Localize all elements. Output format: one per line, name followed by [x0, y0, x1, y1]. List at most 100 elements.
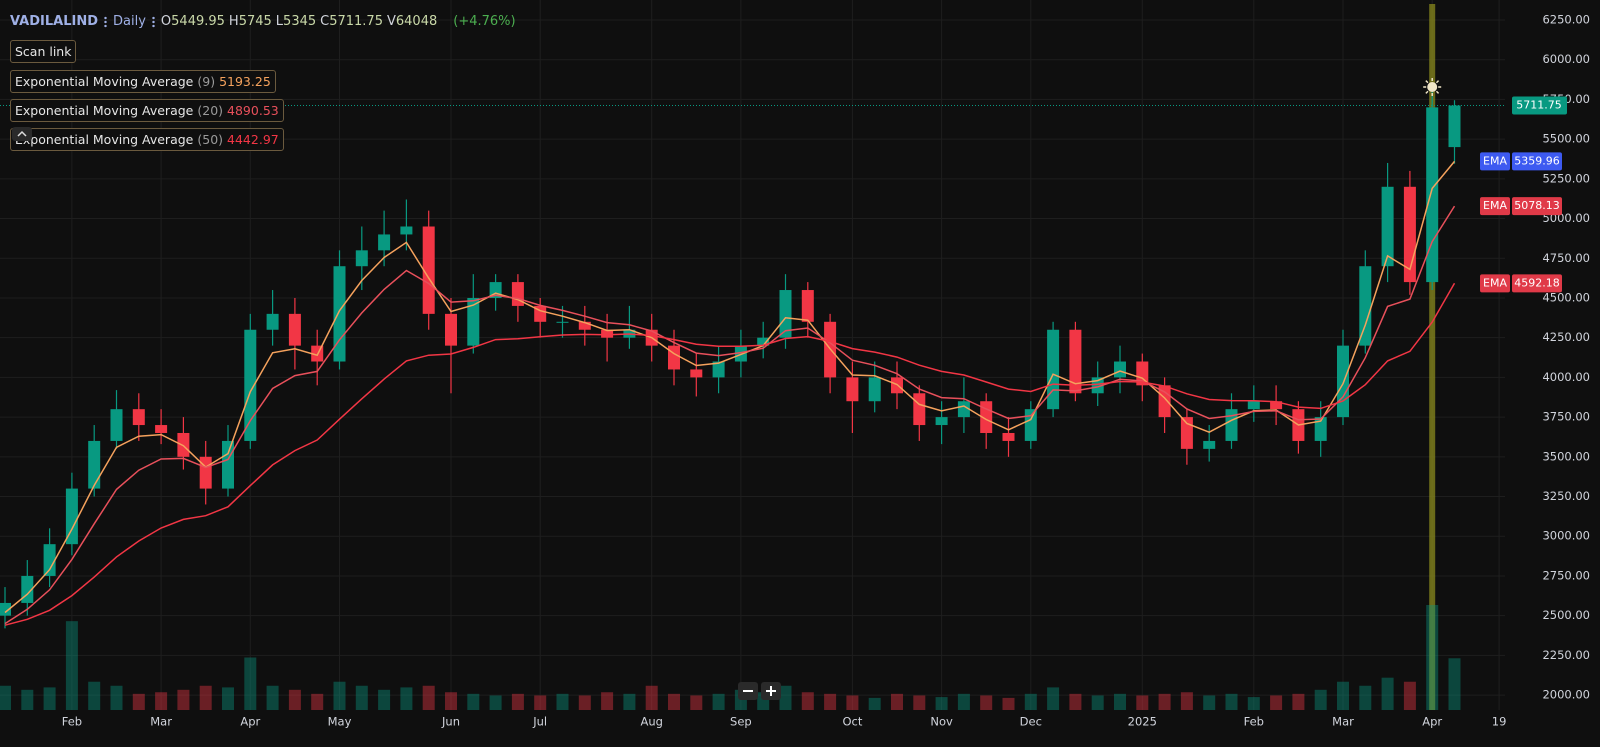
candle-body — [913, 393, 926, 426]
indicator-value: 4890.53 — [227, 103, 279, 118]
volume-bar — [1114, 693, 1126, 710]
button-label[interactable]: Scan link — [15, 44, 72, 59]
readout-value: 5345 — [283, 14, 317, 29]
volume-bar — [110, 685, 123, 710]
zoom-in-button[interactable] — [761, 682, 781, 700]
indicator-entry[interactable]: Exponential Moving Average (50) 4442.97 — [10, 128, 284, 151]
candle-body — [1359, 266, 1372, 346]
volume-bar — [534, 695, 547, 710]
volume-bar — [1448, 658, 1461, 710]
volume-bar — [0, 685, 11, 710]
ema-tag — [1480, 197, 1510, 216]
scan-link-button[interactable]: Scan link — [10, 40, 77, 63]
volume-bar — [824, 693, 837, 710]
volume-bar — [1002, 697, 1015, 710]
candle-body — [445, 313, 457, 346]
volume-bar — [266, 685, 279, 710]
x-tick-label: Apr — [240, 715, 260, 729]
zoom-out-button[interactable] — [738, 682, 758, 700]
candle-body — [1114, 361, 1126, 378]
candle-body — [400, 226, 413, 235]
y-tick-label: 6250.00 — [1542, 13, 1590, 27]
candle-body — [980, 401, 993, 433]
y-tick-label: 2750.00 — [1542, 568, 1590, 582]
candle-body — [1002, 432, 1015, 441]
candle-body — [1426, 107, 1439, 283]
y-tick-label: 4750.00 — [1542, 251, 1590, 265]
volume-bar — [467, 693, 480, 710]
menu-icon[interactable] — [151, 15, 155, 28]
candle-body — [757, 337, 770, 346]
volume-bar — [378, 689, 391, 710]
volume-bar — [623, 693, 636, 710]
readout-key: C — [320, 14, 330, 29]
volume-bar — [199, 685, 212, 710]
candle-body — [244, 329, 257, 441]
candle-body — [88, 440, 101, 489]
last-price-box — [1512, 96, 1567, 115]
candle-body — [935, 417, 948, 426]
readout-key: O — [160, 14, 172, 29]
zoom-out-icon — [743, 690, 753, 692]
volume-bar — [668, 693, 680, 710]
event-icon-ray — [1425, 90, 1429, 94]
candle-body — [155, 425, 168, 433]
ema-value-box — [1512, 152, 1562, 171]
volume-bar — [1069, 693, 1082, 710]
candle-body — [668, 345, 680, 370]
volume-bar — [333, 681, 346, 710]
readout-value: 5449.95 — [171, 14, 225, 29]
collapse-button[interactable] — [12, 127, 32, 141]
volume-bar — [578, 695, 591, 710]
ema-tag-label: EMA — [1483, 199, 1507, 212]
zoom-in-icon — [766, 686, 776, 696]
volume-bar — [400, 687, 413, 710]
y-tick-label: 2000.00 — [1542, 688, 1590, 702]
volume-bar — [511, 693, 524, 710]
y-tick-label: 3750.00 — [1542, 410, 1590, 424]
candle-body — [43, 544, 56, 576]
x-tick-label: May — [328, 715, 352, 729]
candle-body — [0, 602, 11, 616]
indicator-param: (20) — [197, 103, 224, 118]
volume-bar — [155, 692, 168, 710]
x-tick-label: Aug — [640, 715, 662, 729]
y-tick-label: 6000.00 — [1542, 52, 1590, 66]
volume-bar — [1180, 692, 1193, 710]
indicator-entry[interactable]: Exponential Moving Average (20) 4890.53 — [10, 99, 284, 122]
y-tick-label: 3000.00 — [1542, 529, 1590, 543]
volume-bar — [891, 693, 903, 710]
x-tick-label: Feb — [1244, 715, 1264, 729]
volume-bar — [1225, 693, 1238, 710]
candle-body — [801, 290, 814, 322]
candle-body — [1069, 329, 1082, 394]
candle-body — [355, 250, 368, 267]
candle-body — [1024, 409, 1037, 441]
candle-body — [1136, 361, 1149, 386]
symbol[interactable]: VADILALIND — [10, 14, 99, 29]
y-tick-label: 2500.00 — [1542, 608, 1590, 622]
readout-value: 5745 — [238, 14, 272, 29]
volume-bar — [1203, 695, 1216, 710]
volume-bar — [355, 685, 368, 710]
volume-bar — [222, 687, 234, 710]
readout-value: 64048 — [395, 14, 438, 29]
ema-value-label: 5078.13 — [1514, 199, 1560, 212]
volume-bar — [1292, 693, 1305, 710]
volume-bar — [1337, 681, 1349, 710]
volume-bar — [422, 685, 435, 710]
indicator-param: (9) — [197, 74, 216, 89]
candle-body — [65, 488, 78, 545]
y-tick-label: 4000.00 — [1542, 370, 1590, 384]
menu-icon[interactable] — [104, 15, 108, 28]
event-icon-ray — [1435, 80, 1440, 84]
indicator-entry[interactable]: Exponential Moving Average (9) 5193.25 — [10, 70, 276, 93]
interval[interactable]: Daily — [113, 14, 146, 29]
readout-key: L — [275, 14, 284, 29]
volume-bar — [65, 621, 78, 710]
volume-bar — [846, 695, 859, 710]
volume-bar — [1047, 687, 1060, 710]
